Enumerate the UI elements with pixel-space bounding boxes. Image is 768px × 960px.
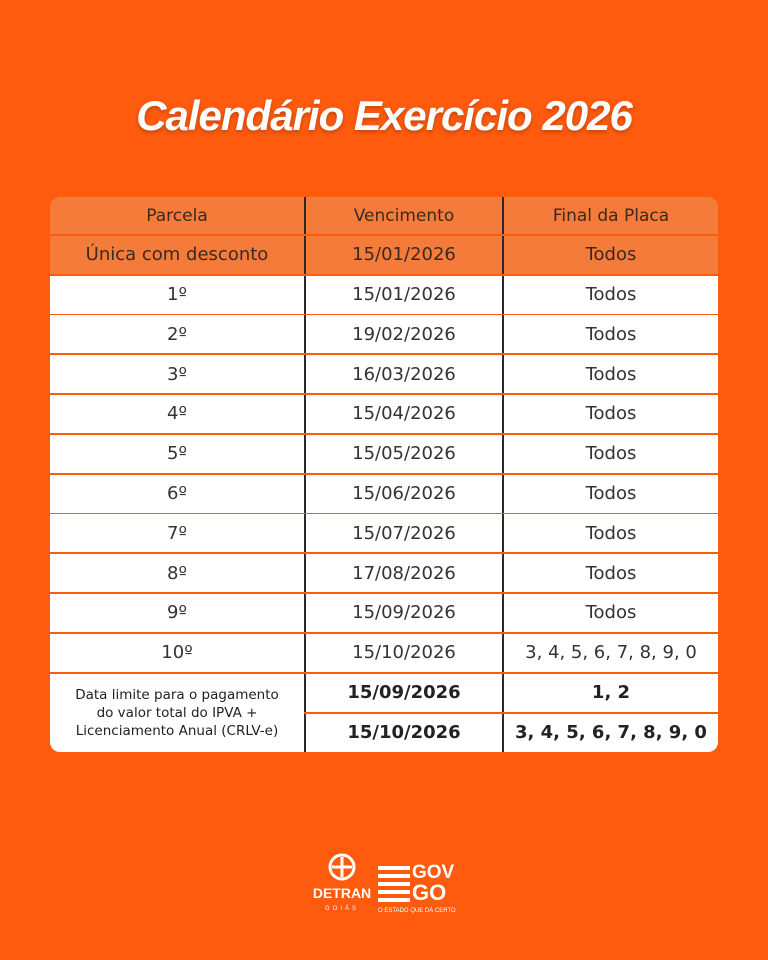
cell: Todos [502,315,718,354]
table-row: 5º 15/05/2026 Todos [50,434,718,473]
gov-flag [378,866,410,902]
cell: Parcela [146,205,208,226]
footer-label-line: Licenciamento Anual (CRLV-e) [75,722,279,739]
cell: 15/01/2026 [304,275,502,314]
go-text: GO [412,880,446,905]
detran-state: GOIÁS [325,905,359,912]
footer-label-line: Data limite para o pagamento [75,686,279,703]
table-row: 2º 19/02/2026 Todos [50,315,718,354]
discount-row: Única com desconto 15/01/2026 Todos [50,235,718,274]
cell: 3º [167,363,187,385]
cell: 15/09/2026 [304,593,502,632]
cell: 7º [167,522,187,544]
cell: 17/08/2026 [304,554,502,593]
cell: 15/10/2026 [304,713,502,752]
cell: 10º [161,642,193,664]
cell: Todos [502,474,718,513]
cell: Todos [502,235,718,274]
cell: Todos [502,355,718,394]
cell: Todos [502,514,718,553]
logos: DETRAN GOIÁS GOV GO O ESTADO QUE DÁ CERT… [313,853,456,914]
detran-icon-cross [332,857,352,877]
table-row: 1º 15/01/2026 Todos [50,275,718,314]
detran-logo: DETRAN GOIÁS [313,853,371,912]
detran-text: DETRAN [313,885,371,901]
cell: 15/04/2026 [304,394,502,433]
detran-icon [328,853,356,881]
table-row: 8º 17/08/2026 Todos [50,554,718,593]
table-row: 4º 15/04/2026 Todos [50,394,718,433]
cell: 15/10/2026 [304,633,502,672]
table-row: 7º 15/07/2026 Todos [50,514,718,553]
table-row: 9º 15/09/2026 Todos [50,593,718,632]
cell: 15/07/2026 [304,514,502,553]
cell: Todos [502,275,718,314]
cell: 1º [167,284,187,306]
cell: 3, 4, 5, 6, 7, 8, 9, 0 [502,713,718,752]
cell: Todos [502,593,718,632]
cell: 4º [167,403,187,425]
cell: 16/03/2026 [304,355,502,394]
cell: Todos [502,554,718,593]
footer-row: 15/10/2026 3, 4, 5, 6, 7, 8, 9, 0 [304,713,718,752]
cell: 2º [167,323,187,345]
cell: 8º [167,562,187,584]
cell: 9º [167,602,187,624]
footer-rows: 15/09/2026 1, 2 15/10/2026 3, 4, 5, 6, 7, 8… [304,673,718,752]
table-row: 10º 15/10/2026 3, 4, 5, 6, 7, 8, 9, 0 [50,633,718,672]
footer-block: Data limite para o pagamento do valor tot… [50,673,718,752]
cell: 5º [167,443,187,465]
footer-label: Data limite para o pagamento do valor tot… [50,674,304,752]
cell: 15/09/2026 [304,673,502,712]
gov-logo: GOV GO O ESTADO QUE DÁ CERTO [378,862,456,914]
title: Calendário Exercício 2026 [136,92,633,139]
cell: Final da Placa [502,197,718,234]
cell: Todos [502,394,718,433]
calendar-table: Parcela Vencimento Final da Placa Única com… [50,197,718,752]
cell: 15/01/2026 [304,235,502,274]
footer-label-line: do valor total do IPVA + [96,704,258,721]
cell: Vencimento [304,197,502,234]
gov-text: GOV [412,862,455,883]
footer-row: 15/09/2026 1, 2 [304,673,718,714]
cell: 1, 2 [502,673,718,712]
cell: 15/06/2026 [304,474,502,513]
header-row: Parcela Vencimento Final da Placa [50,197,718,234]
gov-slogan: O ESTADO QUE DÁ CERTO [378,907,456,914]
cell: Todos [502,434,718,473]
cell: 15/05/2026 [304,434,502,473]
cell: 19/02/2026 [304,315,502,354]
cell: 6º [167,483,187,505]
cell: 3, 4, 5, 6, 7, 8, 9, 0 [502,633,718,672]
table-row: 3º 16/03/2026 Todos [50,355,718,394]
table-row: 6º 15/06/2026 Todos [50,474,718,513]
cell: Única com desconto [85,244,269,266]
